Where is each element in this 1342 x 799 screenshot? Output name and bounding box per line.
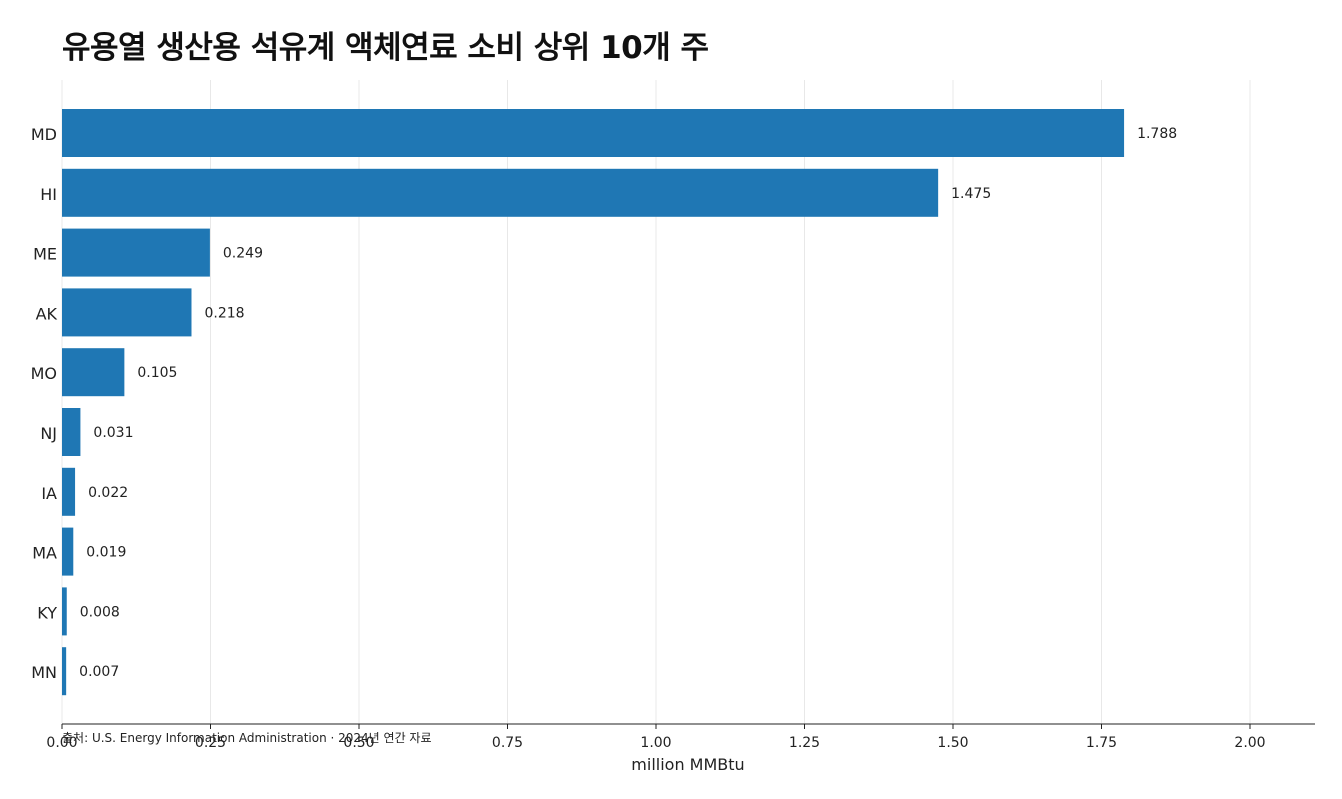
value-labels: 1.788 1.475 0.249 0.218 0.105 0.031 0.022 0.019…: [79, 126, 1177, 680]
y-tick-label: NJ: [40, 424, 57, 443]
value-label: 0.218: [204, 305, 244, 321]
y-tick-label: MA: [32, 544, 57, 563]
x-tick-label: 0.00: [46, 735, 77, 751]
source-note: 출처: U.S. Energy Information Administrati…: [62, 731, 432, 745]
y-tick-label: HI: [40, 185, 57, 204]
y-tick-label: MD: [31, 125, 57, 144]
chart-title: 유용열 생산용 석유계 액체연료 소비 상위 10개 주: [62, 30, 709, 66]
value-label: 0.031: [93, 425, 133, 441]
y-tick-label: MN: [31, 663, 57, 682]
bar-mo: [62, 348, 125, 397]
y-tick-labels: MD HI ME AK MO NJ IA MA KY MN: [31, 125, 58, 682]
bar-ak: [62, 288, 192, 337]
bar-ky: [62, 587, 67, 636]
value-label: 0.105: [137, 365, 177, 381]
value-label: 0.249: [223, 246, 263, 262]
value-label: 0.008: [80, 604, 120, 620]
bars: [62, 109, 1125, 696]
x-tick-label: 2.00: [1234, 735, 1265, 751]
value-label: 0.022: [88, 485, 128, 501]
y-tick-label: IA: [41, 484, 57, 503]
x-tick-label: 1.50: [937, 735, 968, 751]
y-tick-label: MO: [31, 364, 57, 383]
y-tick-label: ME: [33, 245, 57, 264]
x-tick-label: 1.25: [789, 735, 820, 751]
bar-mn: [62, 647, 67, 696]
x-tick-label: 0.50: [343, 735, 374, 751]
x-tick-label: 0.25: [195, 735, 226, 751]
x-tick-label: 1.75: [1086, 735, 1117, 751]
bar-ma: [62, 527, 74, 576]
y-tick-label: AK: [36, 304, 58, 323]
value-label: 1.788: [1137, 126, 1177, 142]
y-tick-label: KY: [37, 603, 57, 622]
bar-hi: [62, 168, 939, 217]
x-tick-label: 0.75: [492, 735, 523, 751]
value-label: 1.475: [951, 186, 991, 202]
bar-nj: [62, 408, 81, 456]
bar-me: [62, 228, 210, 277]
value-label: 0.019: [86, 545, 126, 561]
x-tick-label: 1.00: [640, 735, 671, 751]
x-axis-label: million MMBtu: [631, 755, 745, 774]
x-axis: 0.00 0.25 0.50 0.75 1.00 1.25 1.50 1.75 2.00: [46, 723, 1315, 751]
bar-ia: [62, 467, 76, 516]
bar-md: [62, 109, 1125, 157]
value-label: 0.007: [79, 664, 119, 680]
